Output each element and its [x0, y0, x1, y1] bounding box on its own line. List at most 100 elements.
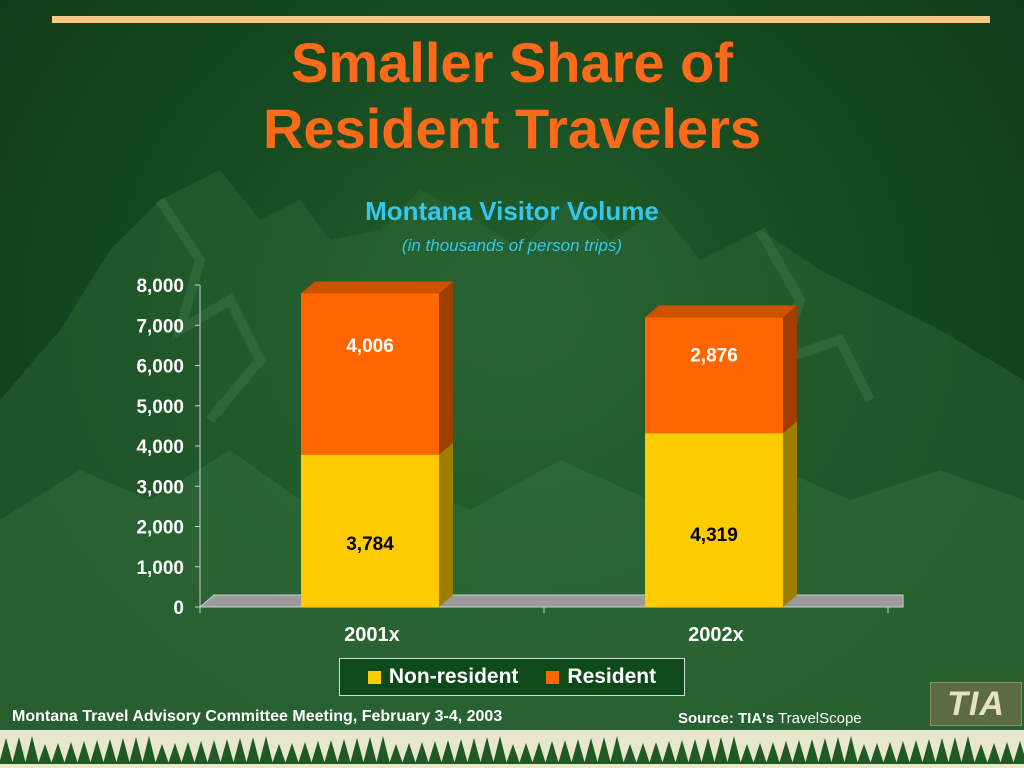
y-tick-label: 5,000 [136, 397, 184, 418]
tree-icon [688, 739, 702, 764]
tree-icon [298, 742, 312, 764]
tree-icon [766, 742, 780, 764]
tree-icon [441, 740, 455, 764]
tree-icon [116, 738, 130, 764]
x-category-label: 2002x [688, 624, 744, 646]
bar-resident-2002x-side [783, 305, 797, 434]
chart-subtitle: (in thousands of person trips) [401, 236, 623, 255]
tree-icon [974, 744, 988, 764]
tree-icon [870, 743, 884, 764]
tree-icon [272, 744, 286, 764]
tree-icon [844, 736, 858, 764]
tree-icon [558, 740, 572, 764]
tree-icon [142, 736, 156, 764]
tree-icon [571, 739, 585, 764]
tree-icon [428, 741, 442, 764]
tree-icon [0, 738, 13, 764]
tia-logo: TIA [930, 682, 1022, 726]
bar-resident-2002x-top [645, 305, 797, 318]
bar-non-resident-2001x [301, 454, 439, 607]
tree-icon [623, 744, 637, 764]
tree-icon [129, 737, 143, 764]
legend-label-non-resident: Non-resident [388, 665, 519, 688]
tree-icon [714, 737, 728, 764]
tree-icon [506, 744, 520, 764]
bar-non-resident-2002x [645, 433, 783, 607]
tree-icon [246, 737, 260, 764]
legend-label-resident: Resident [567, 665, 657, 688]
y-tick-label: 0 [173, 598, 184, 619]
tree-icon [753, 743, 767, 764]
tree-icon [181, 742, 195, 764]
tree-icon [805, 739, 819, 764]
tree-icon [402, 743, 416, 764]
tree-icon [350, 738, 364, 764]
tree-icon [935, 738, 949, 764]
tree-icon [792, 740, 806, 764]
tree-icon [311, 741, 325, 764]
tree-icon [220, 739, 234, 764]
slide-title-line1: Smaller Share of [291, 31, 733, 94]
tree-icon [324, 740, 338, 764]
tree-icon [415, 742, 429, 764]
y-tick-label: 8,000 [136, 276, 184, 297]
tree-icon [597, 737, 611, 764]
footer-meeting-text: Montana Travel Advisory Committee Meetin… [12, 708, 503, 725]
tree-icon [389, 744, 403, 764]
tree-icon [38, 744, 52, 764]
legend-item-resident: Resident [546, 665, 656, 689]
tree-icon [545, 741, 559, 764]
y-tick-label: 3,000 [136, 477, 184, 498]
x-category-label: 2001x [344, 624, 400, 646]
tree-icon [155, 744, 169, 764]
tree-icon [727, 736, 741, 764]
legend-swatch-non-resident [367, 670, 381, 684]
tree-icon [649, 742, 663, 764]
tree-icon [467, 738, 481, 764]
footer-source: Source: TIA's TravelScope [678, 710, 862, 727]
legend-swatch-resident [546, 670, 560, 684]
data-label: 3,784 [346, 534, 394, 555]
tree-icon [1000, 742, 1014, 764]
bar-resident-2002x [645, 317, 783, 434]
tree-icon [168, 743, 182, 764]
tree-icon [675, 740, 689, 764]
tree-icon [909, 740, 923, 764]
tree-icon [987, 743, 1001, 764]
tree-icon [64, 742, 78, 764]
tree-icon [519, 743, 533, 764]
data-label: 4,006 [346, 336, 394, 357]
y-tick-label: 4,000 [136, 437, 184, 458]
tree-icon [376, 736, 390, 764]
tree-icon [25, 736, 39, 764]
tree-icon [493, 736, 507, 764]
bar-resident-2001x-side [439, 281, 453, 455]
tree-icon [662, 741, 676, 764]
legend-item-non-resident: Non-resident [367, 665, 519, 689]
y-tick-label: 7,000 [136, 316, 184, 337]
tree-icon [194, 741, 208, 764]
tree-icon [259, 736, 273, 764]
source-prefix: Source: TIA's [678, 710, 775, 727]
top-rule [52, 16, 990, 23]
tree-icon [363, 737, 377, 764]
bar-non-resident-2001x-side [439, 442, 453, 607]
bar-non-resident-2002x-side [783, 421, 797, 607]
tree-icon [701, 738, 715, 764]
tree-icon [51, 743, 65, 764]
tree-icon [285, 743, 299, 764]
tree-icon [207, 740, 221, 764]
tree-border [0, 730, 1024, 768]
tree-icon [740, 744, 754, 764]
slide-title: Smaller Share of Resident Travelers [0, 30, 1024, 162]
tree-icon [532, 742, 546, 764]
tree-icon [896, 741, 910, 764]
tree-icon [480, 737, 494, 764]
bar-resident-2001x-top [301, 281, 453, 294]
tree-icon [454, 739, 468, 764]
tree-icon [857, 744, 871, 764]
tree-icon [779, 741, 793, 764]
tree-icon [922, 739, 936, 764]
data-label: 4,319 [690, 525, 738, 546]
